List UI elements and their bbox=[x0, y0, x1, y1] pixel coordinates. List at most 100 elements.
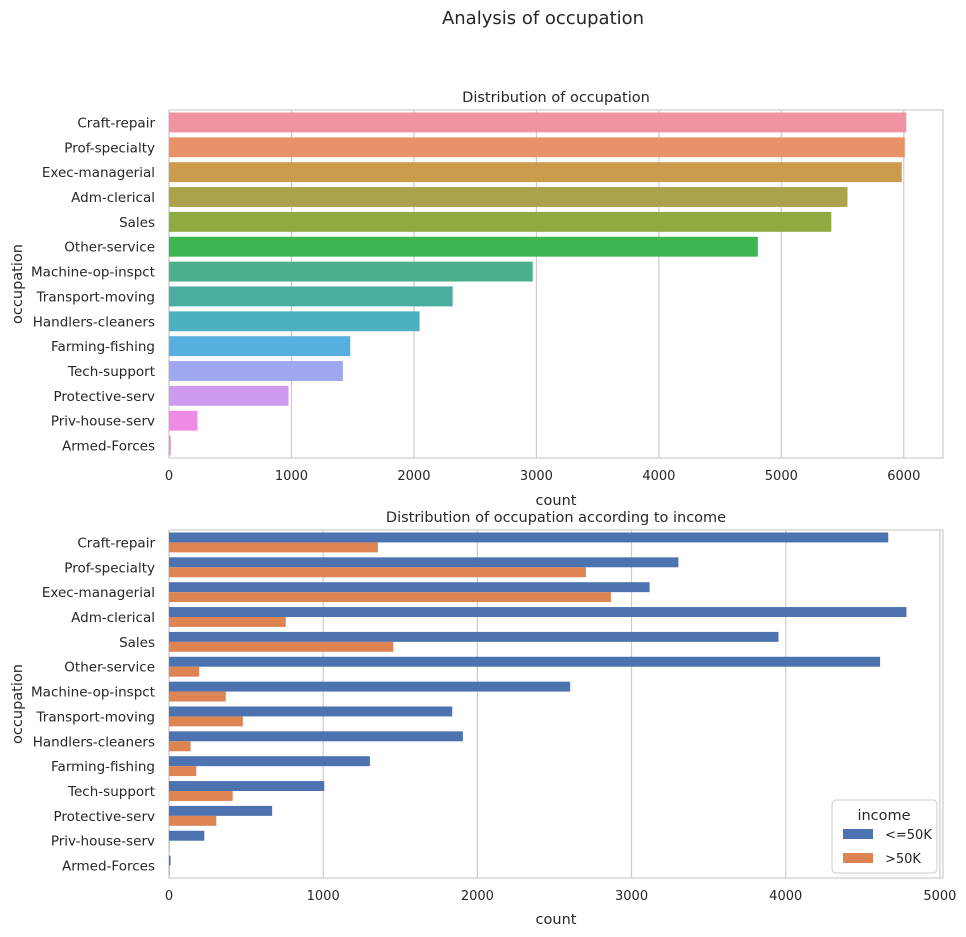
bar-prof-specialty bbox=[169, 137, 905, 158]
bar-handlers-cleaners bbox=[169, 311, 420, 332]
chart2-category-label: Tech-support bbox=[67, 784, 155, 800]
chart1-category-label: Prof-specialty bbox=[64, 140, 155, 156]
chart1-category-label: Armed-Forces bbox=[62, 439, 155, 455]
chart1-category-labels: Craft-repair Prof-specialty Exec-manageria… bbox=[31, 115, 155, 454]
legend-swatch-le50k bbox=[843, 829, 873, 839]
chart1-x-tick-label: 4000 bbox=[642, 469, 675, 484]
bar-prof-specialty-gt50k bbox=[169, 567, 586, 578]
chart2-x-tick-label: 3000 bbox=[615, 889, 648, 904]
bar-sales-le50k bbox=[169, 631, 779, 642]
chart2-x-tick-label: 0 bbox=[165, 889, 173, 904]
chart2-category-label: Prof-specialty bbox=[64, 560, 155, 576]
bar-armed-forces-le50k bbox=[169, 855, 171, 866]
chart1-x-axis-label: count bbox=[536, 493, 577, 509]
chart2-title: Distribution of occupation according to … bbox=[386, 510, 726, 526]
bar-handlers-cleaners-gt50k bbox=[169, 741, 191, 752]
chart1-x-tick-labels: 0 1000 2000 3000 4000 5000 6000 bbox=[165, 469, 920, 484]
bar-machine-op-inspct bbox=[169, 261, 533, 282]
chart2-category-label: Armed-Forces bbox=[62, 859, 155, 875]
legend-label-le50k: <=50K bbox=[885, 828, 932, 843]
bar-protective-serv bbox=[169, 385, 289, 406]
chart1-bars bbox=[169, 112, 907, 456]
bar-tech-support-gt50k bbox=[169, 791, 233, 801]
chart2-x-tick-labels: 0 1000 2000 3000 4000 5000 bbox=[165, 889, 957, 904]
chart2-category-label: Machine-op-inspct bbox=[31, 685, 155, 701]
legend-label-gt50k: >50K bbox=[885, 852, 921, 867]
bar-adm-clerical bbox=[169, 187, 848, 207]
chart2-bars bbox=[169, 532, 907, 876]
chart1-x-tick-label: 2000 bbox=[397, 469, 430, 484]
chart1-category-label: Other-service bbox=[64, 240, 155, 256]
chart2-category-label: Other-service bbox=[64, 660, 155, 676]
chart1-category-label: Protective-serv bbox=[53, 389, 155, 405]
chart1-category-label: Machine-op-inspct bbox=[31, 265, 155, 281]
chart1-category-label: Tech-support bbox=[67, 364, 155, 380]
chart2-x-tick-label: 5000 bbox=[923, 889, 956, 904]
chart2-legend: income <=50K >50K bbox=[831, 799, 938, 874]
bar-adm-clerical-le50k bbox=[169, 607, 907, 617]
chart1-category-label: Sales bbox=[119, 215, 155, 231]
bar-craft-repair-le50k bbox=[169, 532, 889, 543]
chart-occupation-distribution: Distribution of occupation Craft-repair P… bbox=[10, 90, 944, 509]
chart1-category-label: Priv-house-serv bbox=[51, 414, 155, 430]
chart2-x-tick-label: 1000 bbox=[307, 889, 340, 904]
bar-armed-forces-gt50k bbox=[169, 865, 170, 876]
bar-exec-managerial-gt50k bbox=[169, 592, 611, 603]
bar-other-service bbox=[169, 236, 758, 257]
chart2-category-label: Exec-managerial bbox=[42, 585, 155, 601]
chart2-category-label: Adm-clerical bbox=[71, 610, 155, 626]
bar-tech-support-le50k bbox=[169, 781, 325, 791]
chart2-category-label: Sales bbox=[119, 635, 155, 651]
legend-title: income bbox=[857, 808, 910, 824]
bar-farming-fishing-le50k bbox=[169, 756, 370, 767]
bar-craft-repair-gt50k bbox=[169, 542, 378, 553]
chart1-category-label: Handlers-cleaners bbox=[33, 314, 155, 330]
chart1-category-label: Farming-fishing bbox=[51, 339, 155, 355]
bar-priv-house-serv-le50k bbox=[169, 830, 205, 841]
bar-handlers-cleaners-le50k bbox=[169, 731, 463, 742]
bar-tech-support bbox=[169, 361, 343, 381]
bar-exec-managerial bbox=[169, 162, 902, 183]
chart1-y-axis-label: occupation bbox=[10, 244, 26, 324]
bar-exec-managerial-le50k bbox=[169, 582, 650, 593]
bar-prof-specialty-le50k bbox=[169, 557, 679, 568]
bar-transport-moving-le50k bbox=[169, 706, 453, 717]
bar-machine-op-inspct-le50k bbox=[169, 681, 571, 692]
chart1-category-label: Exec-managerial bbox=[42, 165, 155, 181]
bar-armed-forces bbox=[169, 435, 171, 456]
chart1-x-tick-label: 3000 bbox=[520, 469, 553, 484]
bar-transport-moving-gt50k bbox=[169, 716, 243, 727]
bar-transport-moving bbox=[169, 286, 453, 307]
chart1-title: Distribution of occupation bbox=[462, 90, 650, 106]
chart2-category-label: Priv-house-serv bbox=[51, 834, 155, 850]
chart1-category-label: Craft-repair bbox=[77, 115, 155, 131]
chart2-x-tick-label: 2000 bbox=[461, 889, 494, 904]
chart1-x-tick-label: 6000 bbox=[887, 469, 920, 484]
chart2-y-axis-label: occupation bbox=[10, 664, 26, 744]
chart1-x-tick-label: 1000 bbox=[275, 469, 308, 484]
chart1-x-tick-label: 5000 bbox=[765, 469, 798, 484]
chart1-category-label: Transport-moving bbox=[36, 289, 156, 305]
bar-craft-repair bbox=[169, 112, 907, 133]
chart2-category-label: Farming-fishing bbox=[51, 759, 155, 775]
bar-protective-serv-le50k bbox=[169, 805, 273, 816]
bar-adm-clerical-gt50k bbox=[169, 617, 286, 627]
bar-other-service-le50k bbox=[169, 656, 881, 667]
bar-protective-serv-gt50k bbox=[169, 815, 217, 826]
bar-sales-gt50k bbox=[169, 641, 394, 652]
chart-occupation-by-income: Distribution of occupation according to … bbox=[10, 510, 956, 928]
chart1-x-tick-label: 0 bbox=[165, 469, 173, 484]
chart2-category-label: Craft-repair bbox=[77, 535, 155, 551]
bar-farming-fishing-gt50k bbox=[169, 766, 197, 777]
chart2-category-label: Handlers-cleaners bbox=[33, 734, 155, 750]
chart2-category-label: Protective-serv bbox=[53, 809, 155, 825]
chart2-x-axis-label: count bbox=[536, 912, 577, 928]
chart2-category-labels: Craft-repair Prof-specialty Exec-manageria… bbox=[31, 535, 155, 874]
chart2-category-label: Transport-moving bbox=[36, 709, 156, 725]
legend-swatch-gt50k bbox=[843, 853, 873, 863]
bar-farming-fishing bbox=[169, 336, 351, 357]
bar-other-service-gt50k bbox=[169, 666, 200, 677]
figure-title: Analysis of occupation bbox=[442, 8, 644, 29]
chart2-x-tick-label: 4000 bbox=[769, 889, 802, 904]
